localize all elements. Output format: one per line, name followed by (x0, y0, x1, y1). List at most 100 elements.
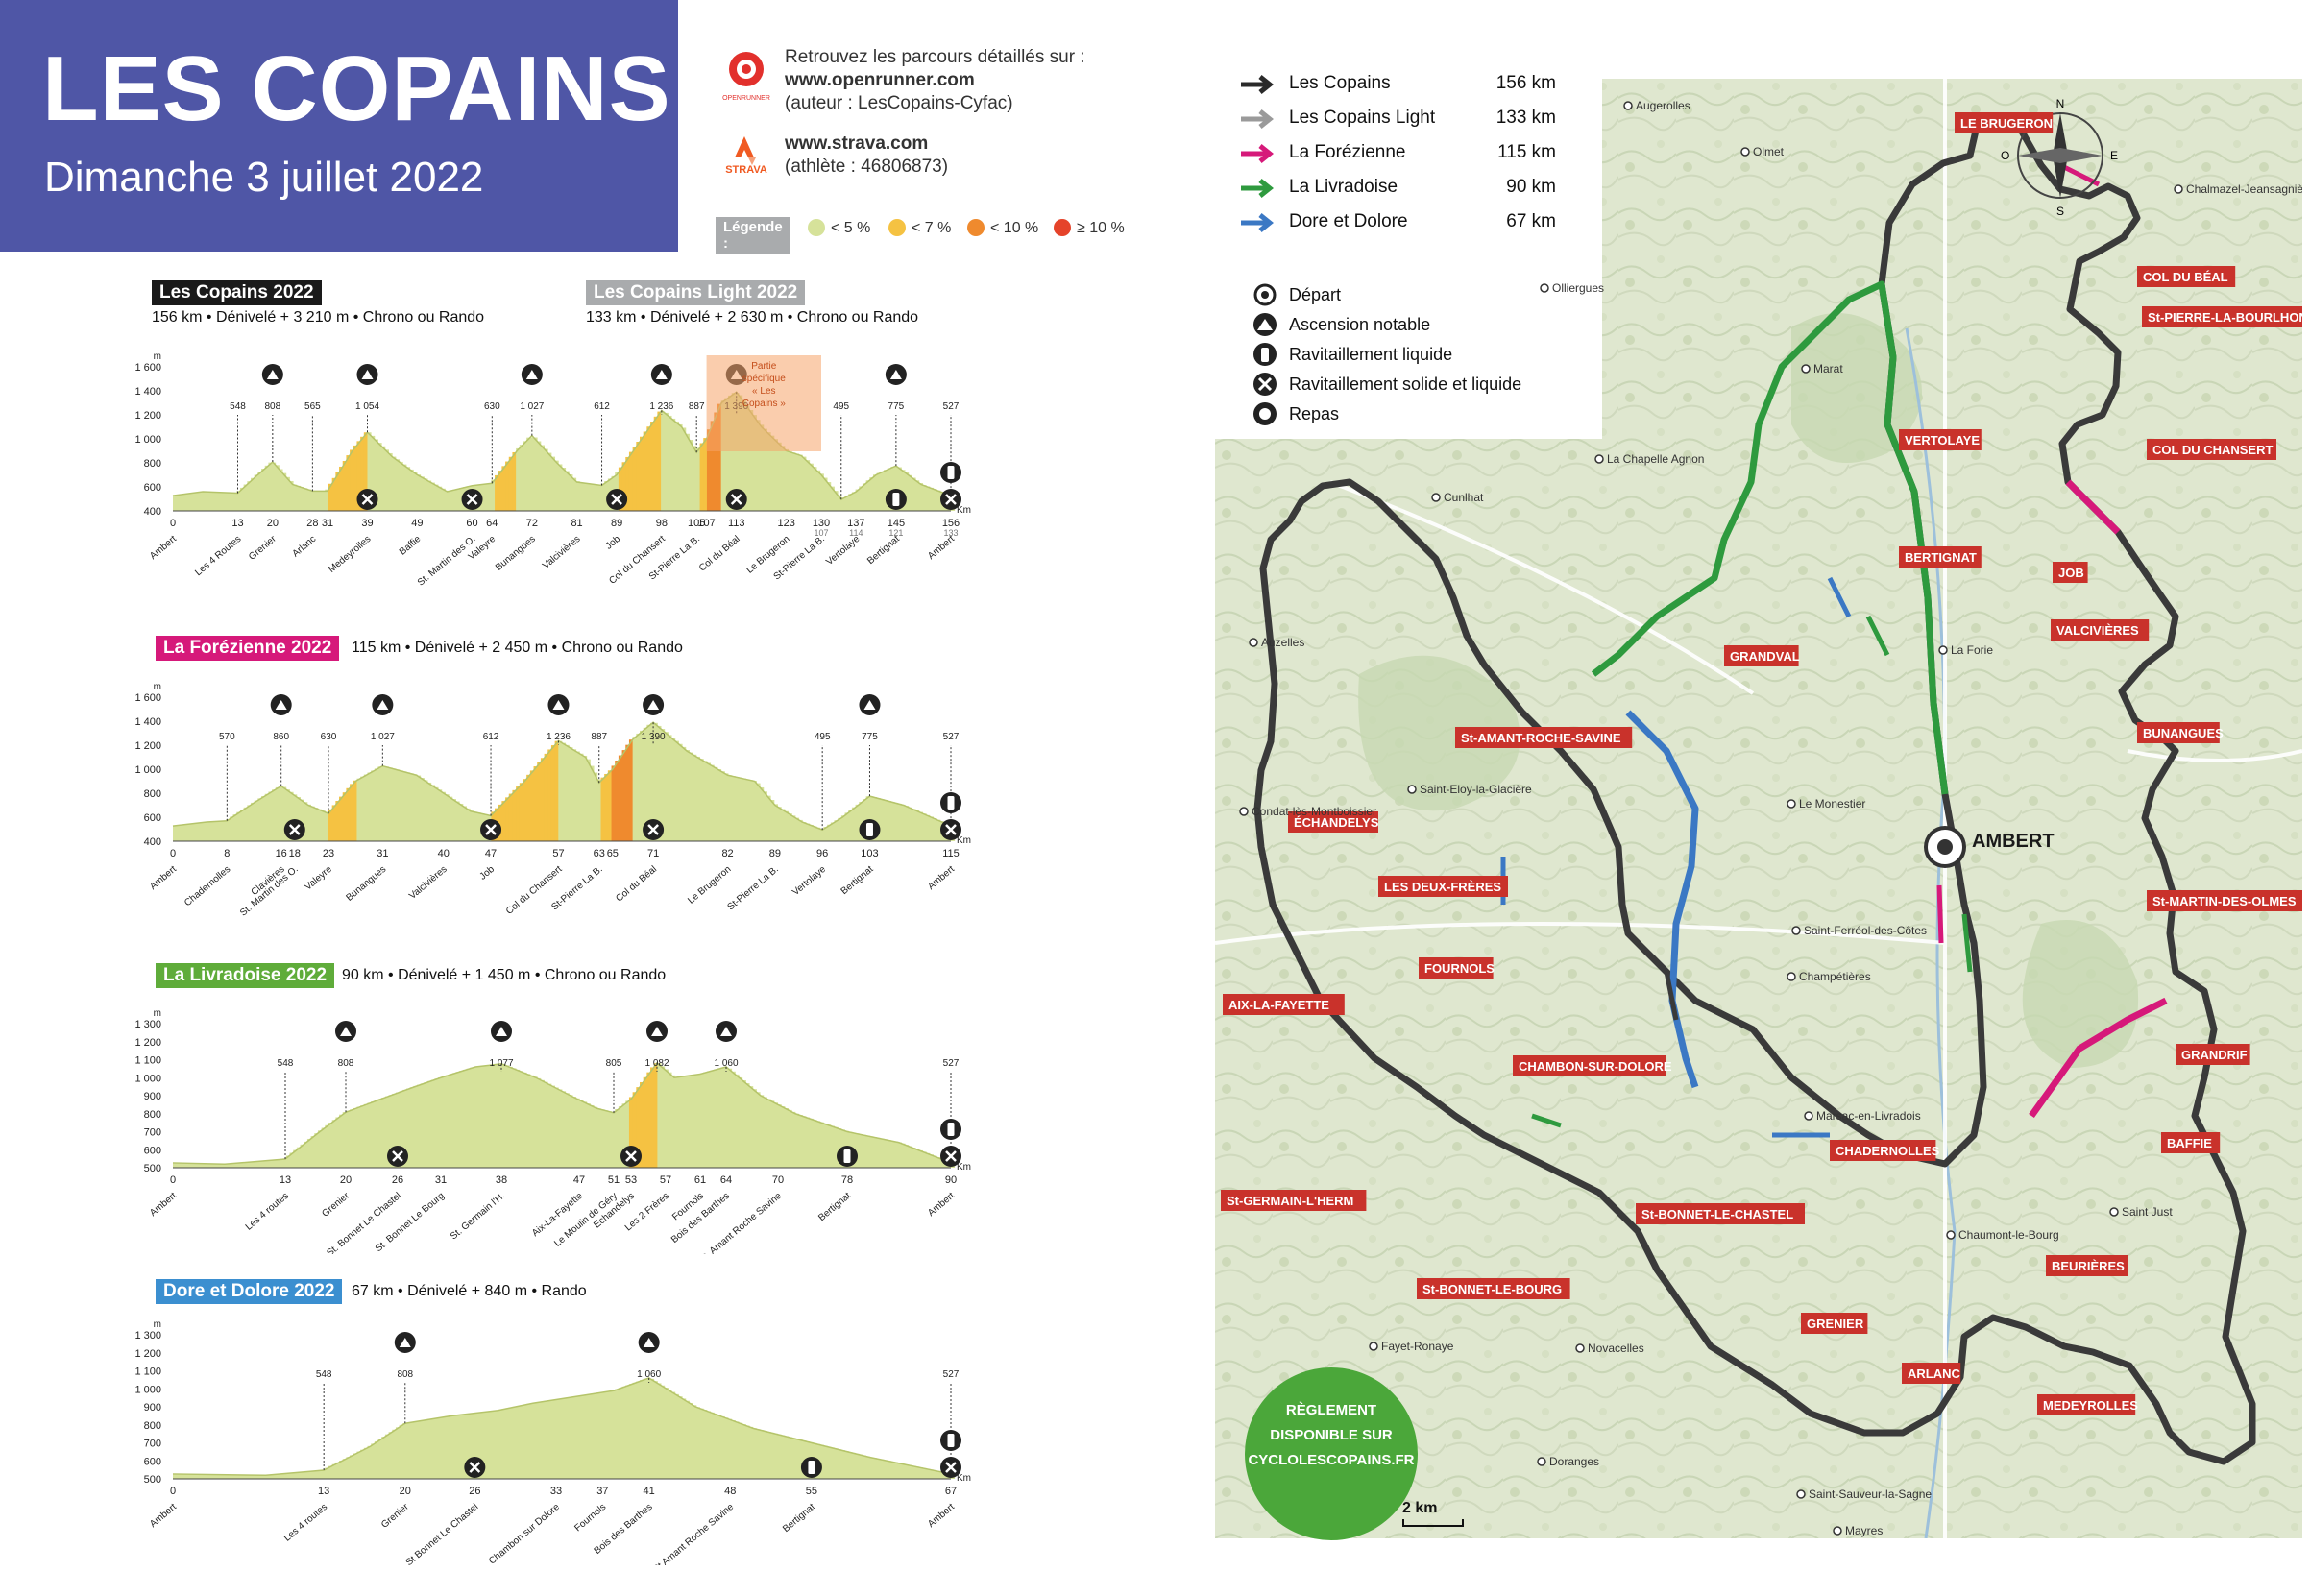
grade-stripe (628, 1097, 634, 1168)
y-tick-label: 600 (144, 812, 161, 824)
grade-stripe (586, 1393, 591, 1479)
grade-stripe (915, 810, 920, 841)
bottle-icon (837, 1146, 858, 1167)
grade-stripe (550, 456, 556, 511)
x-tick-place: Grenier (379, 1501, 411, 1530)
grade-stripe (834, 1448, 839, 1479)
grade-stripe (728, 1418, 733, 1479)
grade-stripe (484, 1412, 489, 1479)
grade-stripe (279, 469, 283, 511)
grade-stripe (317, 1470, 323, 1479)
route-dore-et-dolore (1625, 710, 1699, 1089)
grade-stripe (183, 494, 188, 511)
y-tick-label: 600 (144, 482, 161, 494)
x-tick-km: 103 (861, 848, 878, 859)
peak-altitude-label: 1 236 (547, 732, 571, 742)
grade-stripe (572, 1396, 577, 1479)
grade-stripe (293, 1472, 298, 1479)
grade-stripe (346, 1110, 351, 1168)
svg-text:Cunlhat: Cunlhat (1444, 491, 1484, 504)
grade-stripe (317, 809, 323, 841)
svg-text:Saint-Sauveur-la-Sagne: Saint-Sauveur-la-Sagne (1809, 1487, 1932, 1501)
y-tick-label: 800 (144, 1420, 161, 1432)
town-label: Chaumont-le-Bourg (1946, 1228, 2059, 1242)
place-label: BAFFIE (2161, 1132, 2221, 1153)
peak-altitude-label: 1 390 (642, 732, 666, 742)
svg-text:CHADERNOLLES: CHADERNOLLES (1836, 1144, 1940, 1158)
grade-stripe (650, 422, 655, 511)
place-label: FOURNOLS (1419, 957, 1495, 979)
grade-stripe (183, 1163, 188, 1168)
grade-stripe (908, 1464, 912, 1479)
grade-stripe (487, 1411, 492, 1479)
grade-stripe (756, 1092, 761, 1168)
elevation-line (172, 1377, 952, 1477)
place-label: St-BONNET-LE-CHASTEL (1636, 1203, 1805, 1224)
grade-stripe (844, 496, 849, 511)
reglement-badge[interactable]: RÈGLEMENT DISPONIBLE SUR CYCLOLESCOPAINS… (1245, 1367, 1418, 1540)
x-tick-km: 57 (552, 848, 564, 859)
x-tick-km: 38 (496, 1174, 507, 1186)
grade-stripe (402, 464, 407, 511)
grade-stripe (583, 1101, 588, 1168)
start-marker-ambert: AMBERT (1924, 826, 2055, 868)
grade-stripe (600, 483, 605, 511)
profile-desc-les-copains: 156 km • Dénivelé + 3 210 m • Chrono ou … (152, 309, 485, 326)
grade-stripe (550, 745, 556, 841)
food-icon (940, 489, 961, 510)
grade-stripe (367, 772, 372, 841)
grade-stripe (476, 1066, 481, 1168)
grade-stripe (430, 785, 435, 841)
grade-stripe (791, 815, 796, 841)
peak-altitude-label: 887 (689, 401, 705, 412)
climb-icon (356, 364, 378, 385)
grade-stripe (819, 1444, 824, 1479)
grade-stripe (300, 1144, 304, 1168)
grade-stripe (459, 488, 464, 511)
place-label: LES DEUX-FRÈRES (1378, 876, 1508, 897)
y-tick-label: 400 (144, 836, 161, 848)
grade-stripe (865, 480, 870, 511)
climb-icon (521, 364, 543, 385)
peak-altitude-label: 775 (862, 732, 878, 742)
grade-stripe (476, 1412, 481, 1479)
grade-stripe (777, 1434, 782, 1479)
openrunner-link[interactable]: www.openrunner.com (785, 70, 975, 90)
grade-stripe (880, 1138, 885, 1168)
y-tick-label: 1 100 (134, 1366, 161, 1378)
svg-text:St-AMANT-ROCHE-SAVINE: St-AMANT-ROCHE-SAVINE (1461, 731, 1621, 745)
place-label: GRANDVAL (1724, 645, 1800, 666)
grade-stripe (512, 451, 517, 511)
x-tick-km: 123 (777, 518, 794, 529)
grade-stripe (218, 1474, 223, 1479)
grade-stripe (218, 1164, 223, 1168)
grade-stripe (699, 759, 704, 841)
y-tick-label: 1 200 (134, 740, 161, 752)
y-tick-label: 1 600 (134, 692, 161, 704)
grade-legend-item: ≥ 10 % (1054, 219, 1125, 237)
place-label: BUNANGUES (2137, 722, 2224, 743)
grade-stripe (604, 1110, 609, 1168)
strava-link[interactable]: www.strava.com (785, 133, 929, 154)
grade-stripe (544, 1400, 548, 1479)
grade-stripe (770, 435, 775, 511)
grade-stripe (859, 1454, 863, 1479)
grade-stripe (693, 1075, 697, 1168)
grade-stripe (922, 813, 927, 841)
grade-stripe (445, 490, 450, 511)
grade-stripe (763, 791, 767, 841)
grade-stripe (236, 811, 241, 841)
grade-stripe (491, 1064, 496, 1168)
grade-stripe (873, 1137, 878, 1168)
grade-stripe (201, 492, 206, 511)
grade-stripe (749, 780, 754, 841)
grade-stripe (728, 395, 733, 511)
grade-stripe (399, 1091, 403, 1168)
route-map[interactable]: N S E O AMBERT LE BRUGERON COL DU BÉAL St-… (1215, 79, 2302, 1538)
y-tick-label: 1 600 (134, 362, 161, 374)
x-tick-place: Bertignat (781, 1502, 817, 1535)
grade-stripe (251, 802, 255, 841)
x-tick-place: Bunangues (494, 534, 538, 573)
grade-stripe (901, 470, 906, 511)
grade-stripe (618, 1106, 622, 1168)
